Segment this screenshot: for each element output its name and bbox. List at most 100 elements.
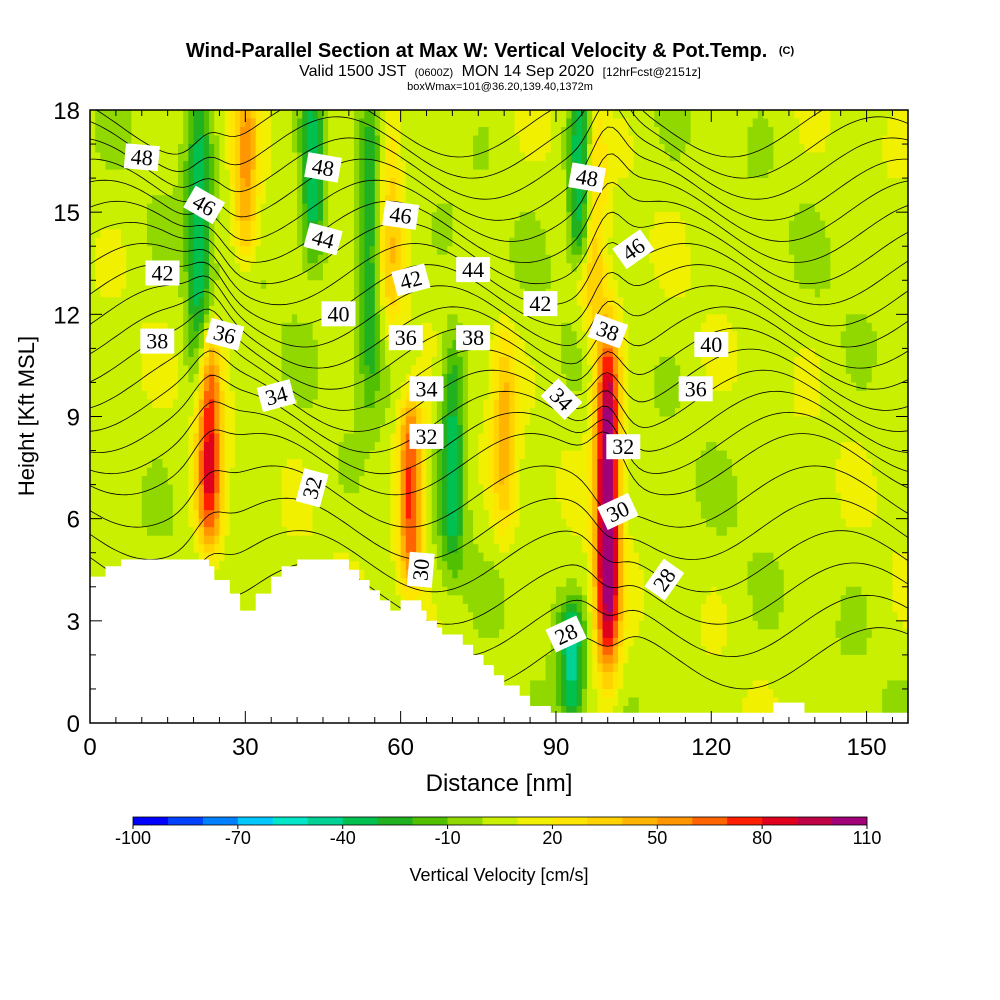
velocity-cell <box>224 203 231 213</box>
velocity-cell <box>685 152 692 162</box>
velocity-cell <box>364 178 371 188</box>
velocity-cell <box>209 263 215 273</box>
velocity-cell <box>866 229 873 239</box>
velocity-cell <box>607 271 614 281</box>
velocity-cell <box>131 220 138 230</box>
velocity-cell <box>721 195 728 205</box>
velocity-cell <box>478 169 485 179</box>
velocity-cell <box>317 203 324 213</box>
velocity-cell <box>876 127 883 137</box>
velocity-cell <box>794 288 800 298</box>
velocity-cell <box>100 263 107 273</box>
velocity-cell <box>431 246 438 256</box>
velocity-cell <box>504 297 510 307</box>
velocity-cell <box>214 152 221 162</box>
velocity-cell <box>146 373 153 384</box>
velocity-cell <box>115 365 122 375</box>
velocity-cell <box>493 356 500 367</box>
velocity-cell <box>364 356 371 367</box>
velocity-cell <box>131 373 138 384</box>
velocity-cell <box>146 237 153 247</box>
velocity-cell <box>385 373 391 384</box>
velocity-cell <box>856 271 863 281</box>
velocity-cell <box>255 118 262 128</box>
velocity-cell <box>157 178 164 188</box>
velocity-cell <box>524 322 531 332</box>
velocity-cell <box>706 263 712 273</box>
velocity-cell <box>654 161 661 171</box>
velocity-cell <box>121 305 127 315</box>
velocity-cell <box>607 161 614 171</box>
velocity-cell <box>281 186 288 196</box>
velocity-cell <box>328 144 334 154</box>
velocity-cell <box>203 263 210 273</box>
velocity-cell <box>675 220 681 230</box>
velocity-cell <box>229 288 236 298</box>
velocity-cell <box>561 314 567 324</box>
velocity-cell <box>364 195 371 205</box>
velocity-cell <box>607 288 614 298</box>
velocity-cell <box>219 365 226 375</box>
velocity-cell <box>887 348 894 358</box>
velocity-cell <box>763 348 769 358</box>
velocity-cell <box>478 373 485 384</box>
velocity-cell <box>338 373 345 384</box>
velocity-cell <box>638 288 645 298</box>
velocity-cell <box>902 186 908 196</box>
velocity-cell <box>876 169 883 179</box>
velocity-cell <box>110 186 117 196</box>
velocity-cell <box>602 220 609 230</box>
velocity-cell <box>260 152 267 162</box>
velocity-cell <box>726 314 733 324</box>
velocity-cell <box>442 135 448 145</box>
velocity-cell <box>504 203 510 213</box>
velocity-cell <box>131 110 138 120</box>
velocity-cell <box>690 305 697 315</box>
velocity-cell <box>819 127 826 137</box>
velocity-cell <box>390 169 397 179</box>
velocity-cell <box>711 288 718 298</box>
velocity-cell <box>535 246 542 256</box>
velocity-cell <box>840 127 847 137</box>
velocity-cell <box>664 144 671 154</box>
velocity-cell <box>183 152 189 162</box>
velocity-cell <box>602 280 609 290</box>
velocity-cell <box>266 314 272 324</box>
velocity-cell <box>711 322 718 332</box>
velocity-cell <box>473 246 479 256</box>
velocity-cell <box>442 348 448 358</box>
velocity-cell <box>814 161 821 171</box>
velocity-cell <box>400 314 407 324</box>
velocity-cell <box>887 178 894 188</box>
velocity-cell <box>224 280 231 290</box>
velocity-cell <box>654 220 661 230</box>
velocity-cell <box>478 186 485 196</box>
velocity-cell <box>840 178 847 188</box>
velocity-cell <box>535 237 542 247</box>
velocity-cell <box>535 186 542 196</box>
velocity-cell <box>509 254 516 264</box>
velocity-cell <box>354 305 360 315</box>
velocity-cell <box>680 169 686 179</box>
velocity-cell <box>452 271 459 281</box>
velocity-cell <box>887 297 894 307</box>
velocity-cell <box>426 348 433 358</box>
velocity-cell <box>405 356 412 367</box>
velocity-cell <box>768 263 774 273</box>
velocity-cell <box>773 152 780 162</box>
velocity-cell <box>499 254 505 264</box>
velocity-cell <box>167 178 174 188</box>
velocity-cell <box>100 246 107 256</box>
velocity-cell <box>224 254 231 264</box>
velocity-cell <box>338 186 345 196</box>
velocity-cell <box>706 254 712 264</box>
velocity-cell <box>431 161 438 171</box>
velocity-cell <box>788 305 795 315</box>
velocity-cell <box>649 118 655 128</box>
velocity-cell <box>354 297 360 307</box>
velocity-cell <box>302 263 309 273</box>
velocity-cell <box>328 254 334 264</box>
velocity-cell <box>229 178 236 188</box>
velocity-cell <box>255 271 262 281</box>
velocity-cell <box>685 297 692 307</box>
